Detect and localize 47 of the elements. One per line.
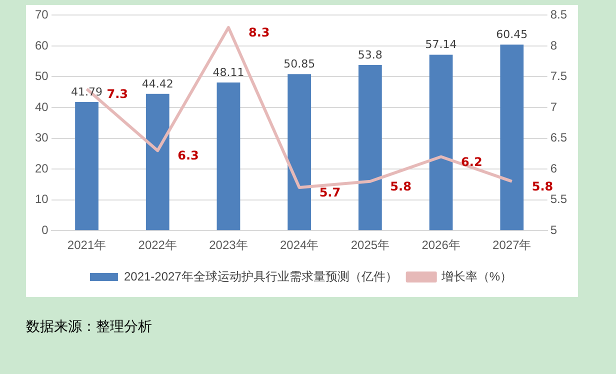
y-tick-label: 60 [34, 38, 49, 52]
x-tick-label: 2021年 [67, 238, 106, 252]
data-label: 60.45 [496, 28, 528, 41]
data-label: 6.2 [461, 154, 482, 169]
y2-tick-label: 5.5 [550, 192, 568, 206]
bar [429, 54, 453, 230]
y2-tick-label: 6 [550, 161, 558, 176]
y-tick-label: 70 [34, 8, 49, 22]
bar [500, 44, 524, 230]
x-tick-label: 2024年 [280, 238, 319, 252]
x-tick-label: 2023年 [209, 238, 248, 252]
bar [216, 82, 240, 230]
bar [146, 94, 170, 230]
y2-tick-label: 7.5 [550, 69, 568, 84]
legend-label: 2021-2027年全球运动护具行业需求量预测（亿件） [124, 269, 398, 284]
y-tick-label: 50 [34, 69, 49, 84]
y2-tick-label: 7 [550, 100, 558, 114]
bar [358, 65, 382, 230]
x-tick-label: 2022年 [138, 238, 177, 252]
bar [75, 102, 98, 230]
data-label: 53.8 [358, 48, 382, 62]
source-note: 数据来源：整理分析 [26, 318, 152, 336]
y2-tick-label: 8.5 [550, 8, 568, 22]
x-tick-label: 2025年 [350, 238, 390, 252]
x-tick-label: 2027年 [492, 238, 532, 252]
data-label: 5.8 [532, 179, 554, 194]
data-label: 44.42 [142, 77, 174, 90]
bar [288, 74, 312, 230]
data-label: 5.7 [319, 186, 341, 200]
y-tick-label: 20 [34, 161, 49, 176]
y-tick-label: 40 [34, 100, 49, 114]
data-label: 50.85 [284, 57, 316, 70]
legend-label: 增长率（%） [440, 269, 512, 284]
y-tick-label: 10 [34, 192, 49, 206]
y2-tick-label: 5 [550, 222, 558, 237]
y-tick-label: 0 [42, 222, 49, 237]
data-label: 7.3 [106, 87, 128, 102]
data-label: 48.11 [212, 66, 244, 79]
data-label: 5.8 [390, 179, 412, 194]
data-label: 57.14 [425, 38, 457, 52]
y2-tick-label: 6.5 [550, 130, 568, 145]
data-label: 41.79 [71, 85, 103, 98]
y2-tick-label: 8 [550, 38, 558, 52]
data-label: 8.3 [248, 26, 270, 40]
y-tick-label: 30 [34, 130, 49, 145]
x-tick-label: 2026年 [422, 238, 460, 252]
data-label: 6.3 [178, 148, 199, 163]
